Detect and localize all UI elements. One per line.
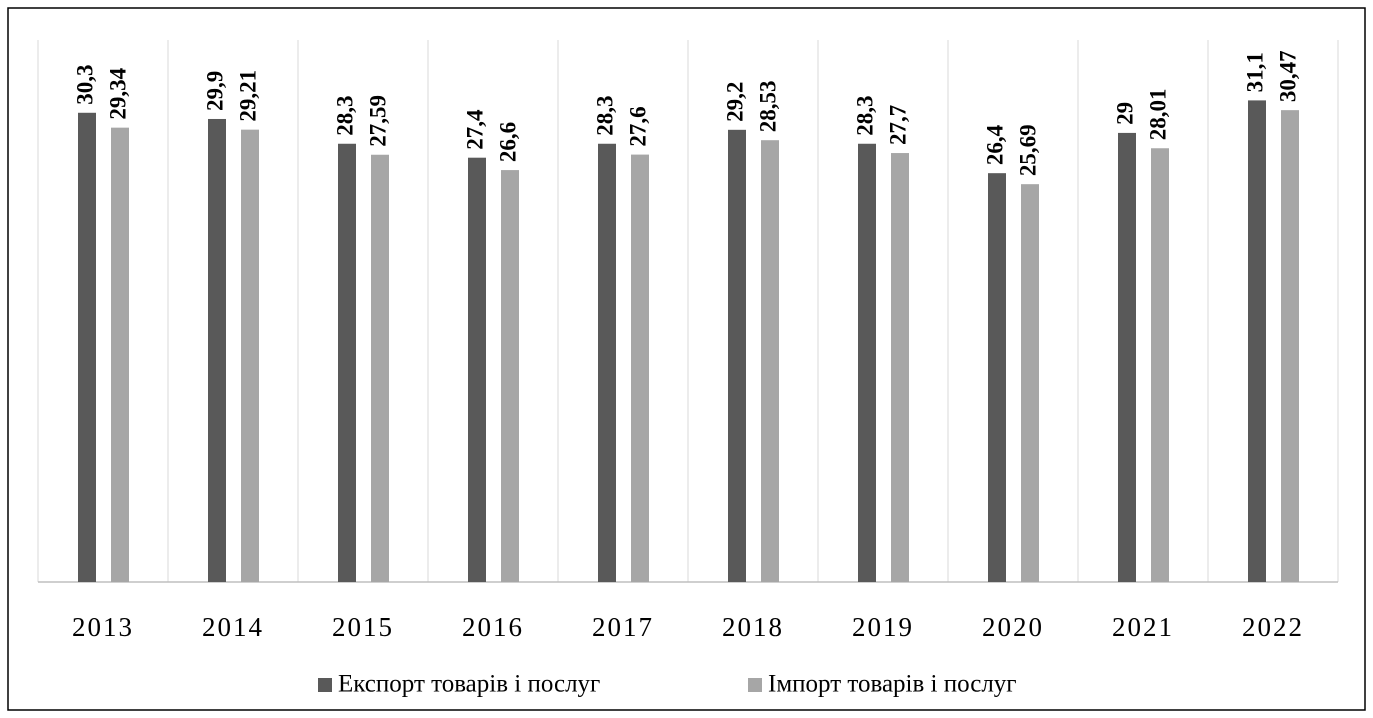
value-label: 26,6: [495, 122, 520, 162]
value-label: 28,01: [1145, 88, 1170, 140]
value-label: 27,7: [885, 105, 910, 145]
bar: [891, 153, 909, 582]
x-tick-label: 2022: [1242, 612, 1304, 642]
bar: [1248, 100, 1266, 582]
value-label: 31,1: [1242, 52, 1267, 92]
value-label: 28,3: [852, 96, 877, 136]
x-tick-label: 2017: [592, 612, 654, 642]
x-tick-label: 2020: [982, 612, 1044, 642]
bar: [858, 143, 876, 583]
legend-marker: [748, 678, 762, 692]
value-label: 27,59: [365, 95, 390, 147]
value-label: 28,3: [592, 96, 617, 136]
x-tick-label: 2014: [202, 612, 264, 642]
bar: [371, 154, 389, 582]
bar: [338, 143, 356, 583]
bar: [501, 170, 519, 582]
bar: [241, 129, 259, 582]
legend-marker: [318, 678, 332, 692]
x-tick-label: 2013: [72, 612, 134, 642]
x-tick-label: 2021: [1112, 612, 1174, 642]
value-label: 26,4: [982, 124, 1007, 165]
bar: [468, 157, 486, 583]
bar: [988, 173, 1006, 583]
legend-label: Експорт товарів і послуг: [338, 671, 600, 698]
bar: [1021, 184, 1039, 582]
bar: [1151, 148, 1169, 582]
x-tick-label: 2019: [852, 612, 914, 642]
value-label: 27,4: [462, 109, 487, 150]
value-label: 29,9: [202, 71, 227, 111]
value-label: 25,69: [1015, 124, 1040, 176]
value-label: 28,3: [332, 96, 357, 136]
chart-border: [7, 7, 1366, 711]
bar: [598, 143, 616, 583]
value-label: 28,53: [755, 80, 780, 132]
bar: [111, 127, 129, 582]
bar: [208, 118, 226, 582]
value-label: 29,2: [722, 82, 747, 122]
value-label: 29,21: [235, 70, 260, 122]
legend-label: Імпорт товарів і послуг: [768, 671, 1017, 698]
x-tick-label: 2015: [332, 612, 394, 642]
bar: [78, 112, 96, 582]
bar: [761, 140, 779, 582]
bar: [631, 154, 649, 582]
bar: [1118, 132, 1136, 582]
value-label: 29: [1112, 102, 1137, 125]
value-label: 30,3: [72, 65, 97, 105]
bar: [728, 129, 746, 582]
x-tick-label: 2018: [722, 612, 784, 642]
value-label: 30,47: [1275, 50, 1300, 102]
bar: [1281, 110, 1299, 583]
x-tick-label: 2016: [462, 612, 524, 642]
value-label: 27,6: [625, 106, 650, 146]
value-label: 29,34: [105, 67, 130, 119]
